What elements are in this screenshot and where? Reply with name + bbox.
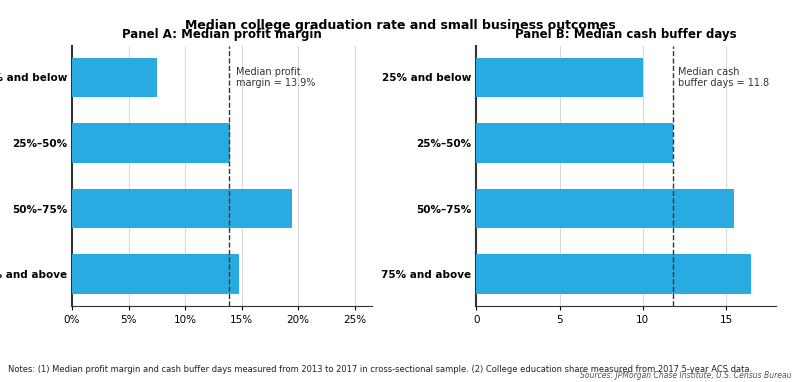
Bar <box>477 254 751 294</box>
Bar <box>72 123 230 163</box>
Bar <box>72 58 157 97</box>
Text: Median cash
buffer days = 11.8: Median cash buffer days = 11.8 <box>678 66 769 88</box>
Bar <box>477 58 643 97</box>
Text: Median college graduation rate and small business outcomes: Median college graduation rate and small… <box>185 19 615 32</box>
Text: Notes: (1) Median profit margin and cash buffer days measured from 2013 to 2017 : Notes: (1) Median profit margin and cash… <box>8 365 752 374</box>
Title: Panel A: Median profit margin: Panel A: Median profit margin <box>122 28 322 40</box>
Bar <box>477 123 673 163</box>
Bar <box>477 189 734 228</box>
Bar <box>72 254 239 294</box>
Bar <box>72 189 293 228</box>
Text: Median profit
margin = 13.9%: Median profit margin = 13.9% <box>236 66 315 88</box>
Title: Panel B: Median cash buffer days: Panel B: Median cash buffer days <box>515 28 737 40</box>
Text: Sources: JPMorgan Chase Institute, U.S. Census Bureau: Sources: JPMorgan Chase Institute, U.S. … <box>581 371 792 380</box>
